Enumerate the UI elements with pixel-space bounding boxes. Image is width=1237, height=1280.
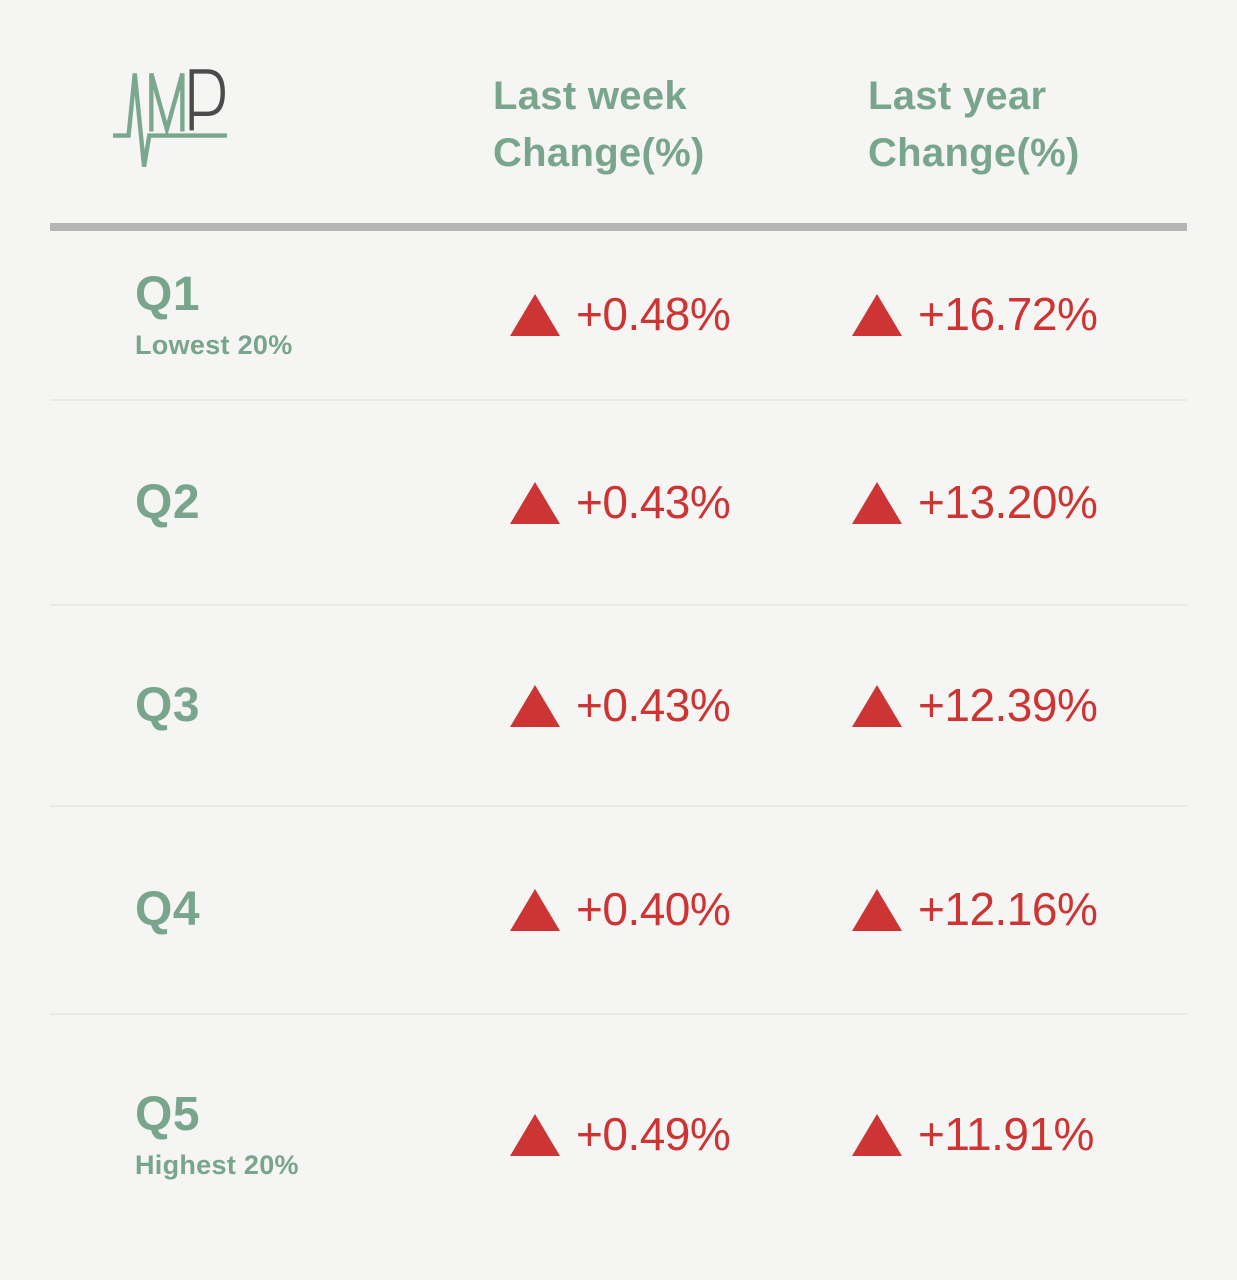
- last-week-value-cell: +0.43%: [493, 479, 850, 527]
- table-row-q5: Q5 Highest 20% +0.49% +11.91%: [50, 1013, 1187, 1255]
- up-triangle-icon: [510, 889, 560, 931]
- up-triangle-icon: [852, 889, 902, 931]
- up-triangle-icon: [510, 1114, 560, 1156]
- last-year-value-cell: +16.72%: [850, 291, 1187, 339]
- last-year-value-cell: +11.91%: [850, 1111, 1187, 1159]
- quintile-label-cell: Q4: [50, 885, 493, 935]
- last-week-change-value: +0.48%: [576, 288, 731, 340]
- quintile-label-cell: Q5 Highest 20%: [50, 1088, 493, 1181]
- last-year-value-cell: +12.39%: [850, 682, 1187, 730]
- table-body: Q1 Lowest 20% +0.48% +16.72% Q2 +0.43%: [0, 231, 1237, 1255]
- last-week-change-value: +0.49%: [576, 1108, 731, 1160]
- quintile-label: Q4: [135, 883, 201, 936]
- up-triangle-icon: [852, 481, 902, 524]
- quintile-label-cell: Q1 Lowest 20%: [50, 268, 493, 361]
- last-week-change-value: +0.40%: [576, 883, 731, 935]
- last-year-value-cell: +13.20%: [850, 479, 1187, 527]
- quintile-label-cell: Q3: [50, 678, 493, 732]
- last-year-change-value: +11.91%: [918, 1108, 1094, 1160]
- table-row-q2: Q2 +0.43% +13.20%: [50, 399, 1187, 604]
- last-year-value-cell: +12.16%: [850, 886, 1187, 934]
- quintile-label-cell: Q2: [50, 475, 493, 529]
- pulse-mp-logo-icon: [113, 69, 227, 168]
- table-header: Last week Change(%) Last year Change(%): [50, 0, 1187, 223]
- table-row-q4: Q4 +0.40% +12.16%: [50, 805, 1187, 1013]
- last-week-value-cell: +0.48%: [493, 291, 850, 339]
- quintile-label: Q5: [135, 1088, 201, 1141]
- up-triangle-icon: [852, 1114, 902, 1156]
- column-header-line: Last year: [868, 74, 1047, 118]
- up-triangle-icon: [852, 294, 902, 336]
- quintile-sublabel: Highest 20%: [135, 1150, 299, 1180]
- column-header-line: Change(%): [868, 131, 1080, 175]
- last-year-change-value: +12.39%: [918, 678, 1098, 731]
- table-row-q3: Q3 +0.43% +12.39%: [50, 604, 1187, 805]
- brand-logo: [50, 62, 493, 174]
- last-week-value-cell: +0.49%: [493, 1111, 850, 1159]
- last-year-change-value: +16.72%: [918, 288, 1098, 340]
- last-year-change-value: +12.16%: [918, 883, 1098, 935]
- up-triangle-icon: [510, 481, 560, 524]
- quintile-sublabel: Lowest 20%: [135, 330, 293, 360]
- last-week-change-value: +0.43%: [576, 475, 731, 528]
- column-header-last-week: Last week Change(%): [493, 62, 850, 182]
- last-week-value-cell: +0.43%: [493, 682, 850, 730]
- quintile-label: Q1: [135, 268, 201, 321]
- quintile-label: Q3: [135, 678, 201, 732]
- up-triangle-icon: [510, 294, 560, 336]
- table-row-q1: Q1 Lowest 20% +0.48% +16.72%: [50, 231, 1187, 399]
- last-week-change-value: +0.43%: [576, 678, 731, 731]
- up-triangle-icon: [510, 684, 560, 727]
- column-header-line: Change(%): [493, 131, 705, 175]
- quintile-label: Q2: [135, 475, 201, 529]
- column-header-line: Last week: [493, 74, 687, 118]
- last-year-change-value: +13.20%: [918, 475, 1098, 528]
- header-divider: [50, 223, 1187, 231]
- column-header-last-year: Last year Change(%): [850, 62, 1187, 182]
- last-week-value-cell: +0.40%: [493, 886, 850, 934]
- up-triangle-icon: [852, 684, 902, 727]
